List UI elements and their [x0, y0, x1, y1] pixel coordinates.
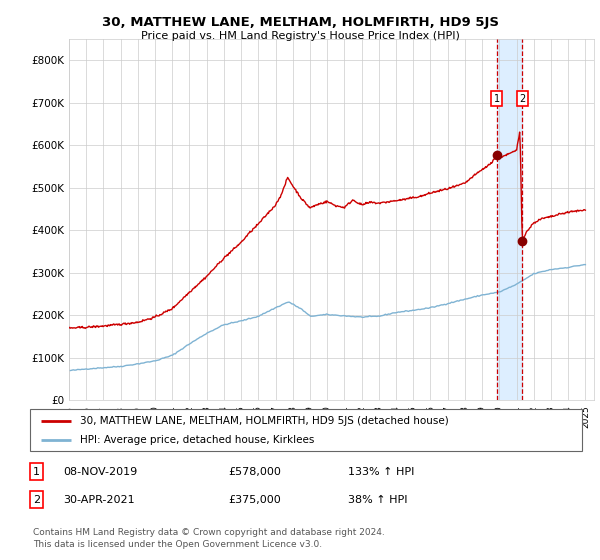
Text: 30, MATTHEW LANE, MELTHAM, HOLMFIRTH, HD9 5JS: 30, MATTHEW LANE, MELTHAM, HOLMFIRTH, HD…: [101, 16, 499, 29]
Text: 30-APR-2021: 30-APR-2021: [63, 494, 134, 505]
Text: 133% ↑ HPI: 133% ↑ HPI: [348, 466, 415, 477]
Text: £578,000: £578,000: [228, 466, 281, 477]
Text: 2: 2: [33, 494, 40, 505]
Text: 30, MATTHEW LANE, MELTHAM, HOLMFIRTH, HD9 5JS (detached house): 30, MATTHEW LANE, MELTHAM, HOLMFIRTH, HD…: [80, 416, 448, 426]
Text: 1: 1: [494, 94, 500, 104]
Text: £375,000: £375,000: [228, 494, 281, 505]
Bar: [497, 39, 522, 400]
Text: HPI: Average price, detached house, Kirklees: HPI: Average price, detached house, Kirk…: [80, 435, 314, 445]
FancyBboxPatch shape: [30, 409, 582, 451]
Text: 08-NOV-2019: 08-NOV-2019: [63, 466, 137, 477]
Text: 2: 2: [519, 94, 526, 104]
Text: 1: 1: [33, 466, 40, 477]
Text: Price paid vs. HM Land Registry's House Price Index (HPI): Price paid vs. HM Land Registry's House …: [140, 31, 460, 41]
Text: 38% ↑ HPI: 38% ↑ HPI: [348, 494, 407, 505]
Text: Contains HM Land Registry data © Crown copyright and database right 2024.
This d: Contains HM Land Registry data © Crown c…: [33, 528, 385, 549]
